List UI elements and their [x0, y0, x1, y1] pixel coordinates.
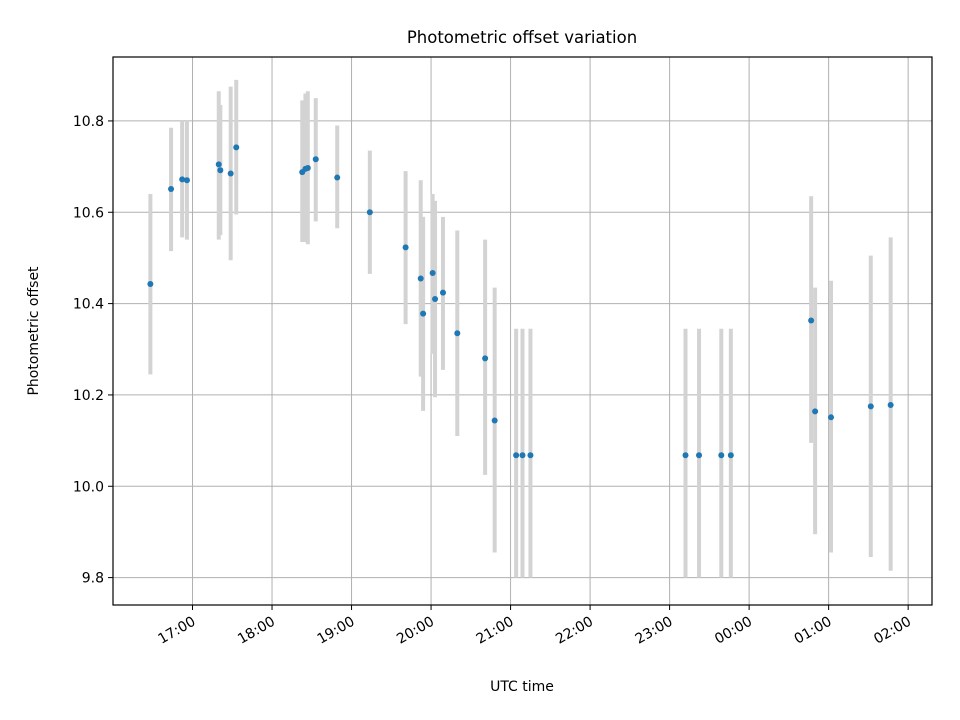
data-point — [828, 414, 835, 421]
data-point — [168, 185, 175, 192]
x-axis-label: UTC time — [490, 679, 554, 695]
data-point — [513, 452, 520, 459]
data-point — [312, 156, 319, 163]
chart-title: Photometric offset variation — [407, 28, 637, 47]
y-tick-label: 10.8 — [73, 114, 104, 130]
y-tick-label: 10.0 — [73, 479, 104, 495]
data-point — [402, 244, 409, 251]
data-point — [147, 280, 154, 287]
data-point — [429, 270, 436, 277]
y-tick-label: 10.6 — [73, 205, 104, 221]
data-point — [217, 167, 224, 174]
y-axis-label: Photometric offset — [26, 266, 42, 396]
y-tick-label: 10.4 — [73, 297, 104, 313]
data-point — [527, 452, 534, 459]
data-point — [334, 174, 341, 181]
data-point — [179, 176, 186, 183]
data-point — [439, 289, 446, 296]
data-point — [304, 164, 311, 171]
data-point — [366, 209, 373, 216]
data-point — [491, 417, 498, 424]
data-point — [808, 317, 815, 324]
data-point — [887, 401, 894, 408]
data-point — [812, 408, 819, 415]
plot-area-frame — [112, 56, 933, 606]
data-point — [718, 452, 725, 459]
data-point — [215, 161, 222, 168]
y-tick-label: 10.2 — [73, 388, 104, 404]
data-points — [147, 144, 894, 459]
data-point — [519, 452, 526, 459]
data-point — [227, 170, 234, 177]
data-point — [482, 355, 489, 362]
data-point — [233, 144, 240, 151]
data-point — [867, 403, 874, 410]
data-point — [183, 177, 190, 184]
y-tick-label: 9.8 — [82, 571, 104, 587]
data-point — [420, 310, 427, 317]
data-point — [682, 452, 689, 459]
data-point — [454, 330, 461, 337]
data-point — [432, 296, 439, 303]
data-point — [417, 275, 424, 282]
data-point — [727, 452, 734, 459]
data-point — [696, 452, 703, 459]
